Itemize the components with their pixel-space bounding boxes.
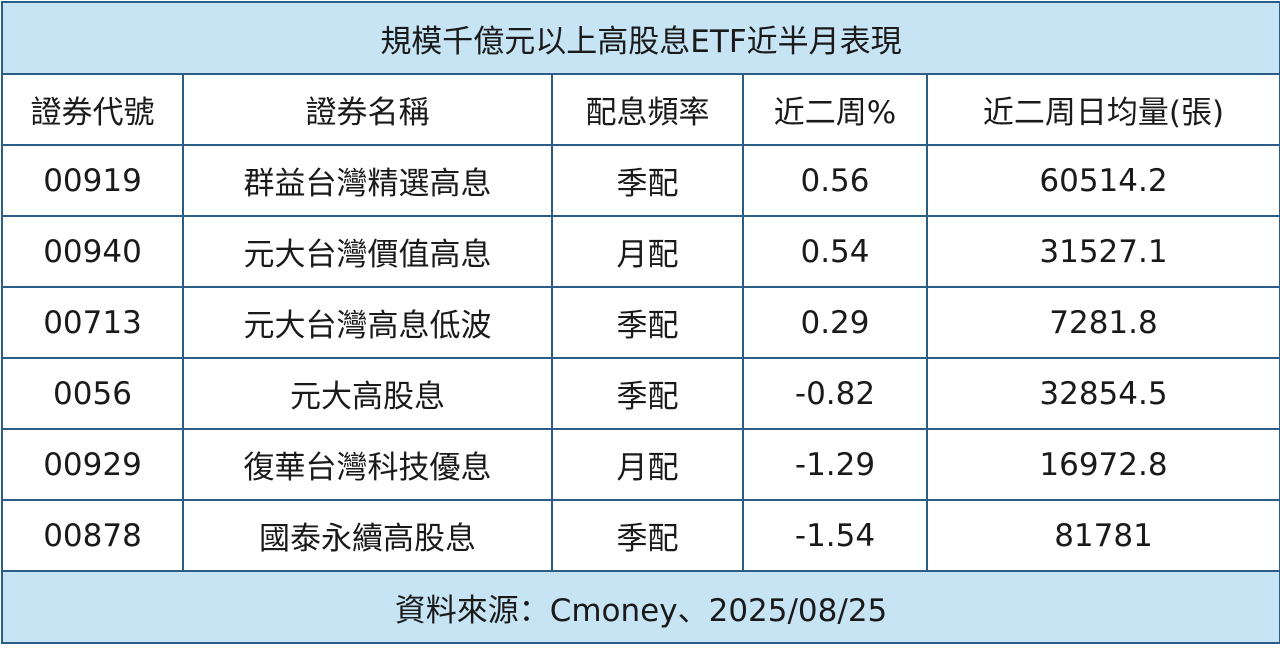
cell: 0.54 [742, 215, 928, 288]
cell: -0.82 [742, 357, 928, 430]
column-header: 近二周日均量(張) [926, 73, 1280, 146]
data-row: 0056 元大高股息 季配 -0.82 32854.5 [1, 357, 1280, 430]
title-row: 規模千億元以上高股息ETF近半月表現 [1, 1, 1280, 75]
data-row: 00919 群益台灣精選高息 季配 0.56 60514.2 [1, 144, 1280, 217]
cell: 季配 [551, 286, 744, 359]
cell: 0.29 [742, 286, 928, 359]
cell: 季配 [551, 499, 744, 572]
footer-row: 資料來源：Cmoney、2025/08/25 [1, 570, 1280, 644]
data-row: 00940 元大台灣價值高息 月配 0.54 31527.1 [1, 215, 1280, 288]
cell: 月配 [551, 215, 744, 288]
cell: 群益台灣精選高息 [182, 144, 553, 217]
cell: 元大台灣高息低波 [182, 286, 553, 359]
cell: 元大台灣價值高息 [182, 215, 553, 288]
data-row: 00713 元大台灣高息低波 季配 0.29 7281.8 [1, 286, 1280, 359]
cell: -1.54 [742, 499, 928, 572]
cell: 月配 [551, 428, 744, 501]
cell: 00713 [1, 286, 184, 359]
column-header: 近二周% [742, 73, 928, 146]
cell: 復華台灣科技優息 [182, 428, 553, 501]
cell: 00878 [1, 499, 184, 572]
cell: 0.56 [742, 144, 928, 217]
cell: -1.29 [742, 428, 928, 501]
cell: 7281.8 [926, 286, 1280, 359]
column-header: 證券名稱 [182, 73, 553, 146]
cell: 0056 [1, 357, 184, 430]
cell: 31527.1 [926, 215, 1280, 288]
cell: 60514.2 [926, 144, 1280, 217]
data-row: 00929 復華台灣科技優息 月配 -1.29 16972.8 [1, 428, 1280, 501]
cell: 國泰永續高股息 [182, 499, 553, 572]
cell: 季配 [551, 357, 744, 430]
cell: 00929 [1, 428, 184, 501]
cell: 00919 [1, 144, 184, 217]
cell: 00940 [1, 215, 184, 288]
cell: 元大高股息 [182, 357, 553, 430]
header-row: 證券代號 證券名稱 配息頻率 近二周% 近二周日均量(張) [1, 73, 1280, 146]
data-row: 00878 國泰永續高股息 季配 -1.54 81781 [1, 499, 1280, 572]
source-note: 資料來源：Cmoney、2025/08/25 [1, 570, 1280, 644]
cell: 季配 [551, 144, 744, 217]
cell: 32854.5 [926, 357, 1280, 430]
column-header: 證券代號 [1, 73, 184, 146]
column-header: 配息頻率 [551, 73, 744, 146]
table-title: 規模千億元以上高股息ETF近半月表現 [1, 1, 1280, 75]
cell: 16972.8 [926, 428, 1280, 501]
cell: 81781 [926, 499, 1280, 572]
